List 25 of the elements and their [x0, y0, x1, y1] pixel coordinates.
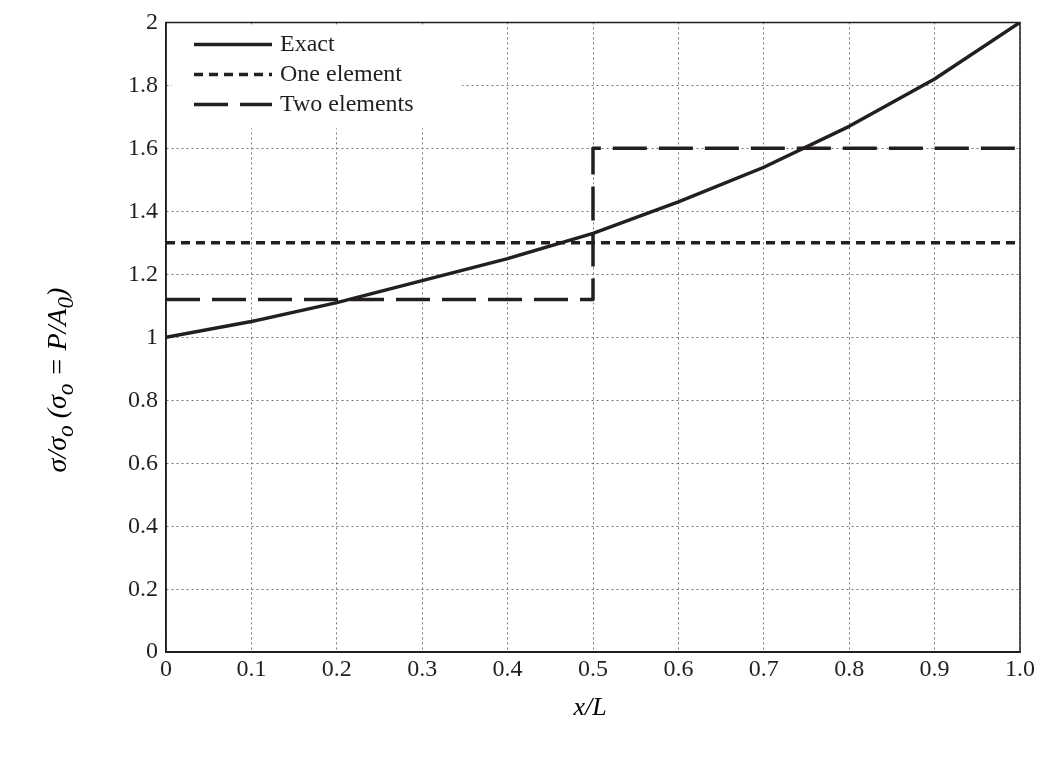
y-tick-label: 1.2: [128, 259, 158, 286]
x-tick-label: 0.7: [748, 654, 779, 681]
legend-label: Two elements: [280, 89, 414, 116]
legend-label: One element: [280, 59, 403, 86]
legend-label: Exact: [280, 29, 335, 56]
y-tick-label: 1.4: [128, 196, 158, 223]
x-axis-title: x/L: [572, 692, 608, 722]
y-tick-label: 1.6: [128, 133, 158, 160]
x-tick-label: 0.8: [834, 654, 865, 681]
y-tick-label: 1: [146, 322, 158, 349]
y-tick-label: 0.8: [128, 385, 158, 412]
x-tick-label: 0.1: [236, 654, 267, 681]
x-tick-label: 1.0: [1005, 654, 1035, 681]
x-tick-label: 0.5: [578, 654, 608, 681]
x-tick-label: 0.3: [407, 654, 438, 681]
y-tick-label: 0.2: [128, 574, 158, 601]
y-tick-label: 2: [146, 7, 158, 34]
x-tick-label: 0.4: [492, 654, 523, 681]
y-tick-label: 0: [146, 637, 158, 664]
x-tick-label: 0.2: [321, 654, 352, 681]
y-tick-label: 0.4: [128, 511, 158, 538]
x-tick-label: 0.6: [663, 654, 694, 681]
y-tick-label: 0.6: [128, 448, 158, 475]
x-tick-label: 0.9: [919, 654, 950, 681]
y-tick-label: 1.8: [128, 70, 158, 97]
